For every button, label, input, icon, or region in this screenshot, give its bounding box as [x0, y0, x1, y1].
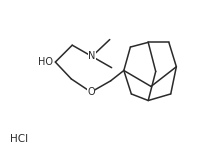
Text: O: O	[87, 87, 95, 97]
Text: HO: HO	[38, 57, 53, 67]
Text: HCl: HCl	[10, 134, 28, 144]
Text: N: N	[88, 51, 96, 61]
